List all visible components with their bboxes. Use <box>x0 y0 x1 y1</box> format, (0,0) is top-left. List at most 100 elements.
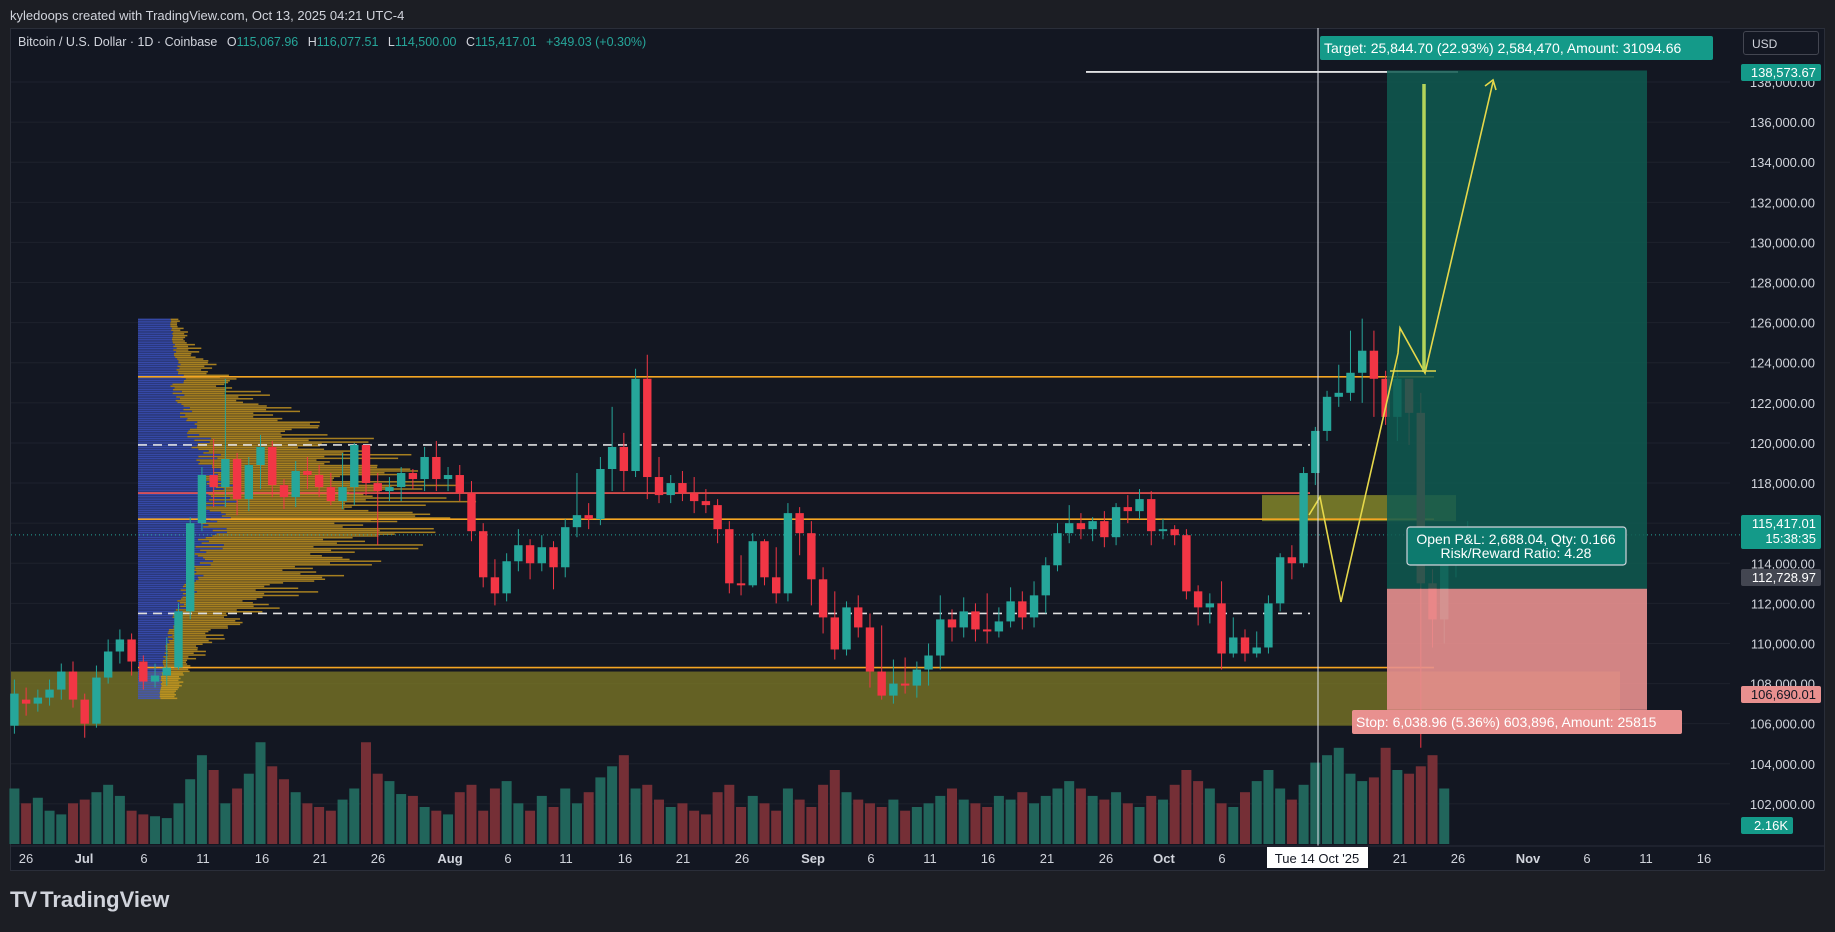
candle-body[interactable] <box>924 655 933 670</box>
candle-body[interactable] <box>408 473 418 480</box>
candle-body[interactable] <box>80 699 89 724</box>
candle-body[interactable] <box>537 547 546 564</box>
candle-body[interactable] <box>45 689 54 698</box>
candle-body[interactable] <box>1334 392 1343 397</box>
candle-body[interactable] <box>631 378 640 472</box>
candle-body[interactable] <box>338 487 347 502</box>
candle-body[interactable] <box>232 458 242 500</box>
stop-zone[interactable] <box>1387 588 1647 710</box>
candle-body[interactable] <box>643 378 652 478</box>
target-label-group[interactable]: Target: 25,844.70 (22.93%) 2,584,470, Am… <box>1320 36 1713 60</box>
candle-body[interactable] <box>350 444 359 488</box>
pnl-label-box[interactable] <box>1406 526 1627 566</box>
candle-body[interactable] <box>1076 523 1086 530</box>
candle-body[interactable] <box>854 607 863 628</box>
candle-body[interactable] <box>1264 603 1273 648</box>
candle-body[interactable] <box>221 458 230 488</box>
candle-body[interactable] <box>490 577 500 594</box>
candle-body[interactable] <box>514 545 523 562</box>
candle-body[interactable] <box>1147 499 1156 532</box>
candle-body[interactable] <box>689 493 699 502</box>
candle-body[interactable] <box>57 671 66 690</box>
candle-body[interactable] <box>900 683 910 686</box>
candle-body[interactable] <box>596 469 605 520</box>
candle-body[interactable] <box>748 541 757 586</box>
currency-selector[interactable]: USD <box>1743 31 1819 55</box>
candle-body[interactable] <box>174 611 183 668</box>
candle-body[interactable] <box>314 475 324 488</box>
candle-body[interactable] <box>877 671 886 696</box>
candle-body[interactable] <box>443 475 453 480</box>
candle-body[interactable] <box>1123 507 1132 512</box>
candle-body[interactable] <box>1287 557 1297 564</box>
candle-body[interactable] <box>619 446 629 472</box>
candle-body[interactable] <box>654 477 664 496</box>
candle-body[interactable] <box>912 669 922 686</box>
candle-body[interactable] <box>1029 595 1039 618</box>
candle-body[interactable] <box>1311 430 1320 474</box>
candle-body[interactable] <box>479 531 488 578</box>
candle-body[interactable] <box>432 456 441 480</box>
pnl-label-group[interactable]: Open P&L: 2,688.04, Qty: 0.166Risk/Rewar… <box>1406 526 1627 566</box>
candle-body[interactable] <box>1240 637 1250 654</box>
candle-body[interactable] <box>584 515 593 520</box>
candle-body[interactable] <box>1065 523 1074 534</box>
candle-body[interactable] <box>115 639 125 652</box>
candle-body[interactable] <box>150 675 160 682</box>
candle-body[interactable] <box>373 483 382 492</box>
candle-body[interactable] <box>10 693 19 726</box>
candle-body[interactable] <box>385 487 394 492</box>
candle-body[interactable] <box>865 627 875 672</box>
candle-body[interactable] <box>455 475 464 494</box>
candle-body[interactable] <box>1135 499 1144 512</box>
candle-body[interactable] <box>326 487 336 502</box>
projection-path[interactable] <box>1308 81 1494 603</box>
candle-body[interactable] <box>291 471 300 498</box>
candle-body[interactable] <box>244 465 253 500</box>
candle-body[interactable] <box>502 561 511 594</box>
candle-body[interactable] <box>68 671 78 700</box>
candle-body[interactable] <box>525 545 535 564</box>
candle-body[interactable] <box>1170 529 1179 536</box>
candle-body[interactable] <box>1217 603 1226 654</box>
candle-body[interactable] <box>795 513 804 534</box>
candle-body[interactable] <box>1111 507 1121 538</box>
target-label-box[interactable] <box>1320 36 1713 60</box>
candle-body[interactable] <box>33 697 43 704</box>
candle-body[interactable] <box>1006 601 1015 622</box>
candle-body[interactable] <box>1358 350 1367 373</box>
candle-body[interactable] <box>1182 535 1191 592</box>
candle-body[interactable] <box>842 607 851 650</box>
candle-body[interactable] <box>1381 378 1390 417</box>
candle-body[interactable] <box>607 446 617 470</box>
candle-body[interactable] <box>268 446 277 486</box>
candle-body[interactable] <box>92 677 101 724</box>
candle-body[interactable] <box>279 485 289 498</box>
candle-body[interactable] <box>713 505 722 530</box>
candle-body[interactable] <box>209 475 218 488</box>
candle-body[interactable] <box>725 529 734 584</box>
candle-body[interactable] <box>959 611 968 628</box>
candle-body[interactable] <box>467 493 476 532</box>
candle-body[interactable] <box>21 699 31 704</box>
candle-body[interactable] <box>139 661 148 682</box>
candle-body[interactable] <box>1193 591 1203 608</box>
candle-body[interactable] <box>1088 521 1097 530</box>
candle-body[interactable] <box>361 444 371 484</box>
candle-body[interactable] <box>936 619 945 656</box>
candle-body[interactable] <box>256 446 265 466</box>
candle-body[interactable] <box>947 619 957 628</box>
candle-body[interactable] <box>186 523 195 612</box>
candle-body[interactable] <box>736 583 746 586</box>
candle-body[interactable] <box>103 651 113 678</box>
candle-body[interactable] <box>889 683 898 696</box>
candle-body[interactable] <box>666 483 675 496</box>
candle-body[interactable] <box>1322 396 1332 431</box>
candle-body[interactable] <box>701 501 711 506</box>
candle-body[interactable] <box>982 629 992 632</box>
stop-label-group[interactable]: Stop: 6,038.96 (5.36%) 603,896, Amount: … <box>1352 710 1682 734</box>
candle-body[interactable] <box>807 533 816 580</box>
candle-body[interactable] <box>1205 603 1215 608</box>
candle-body[interactable] <box>549 547 558 568</box>
